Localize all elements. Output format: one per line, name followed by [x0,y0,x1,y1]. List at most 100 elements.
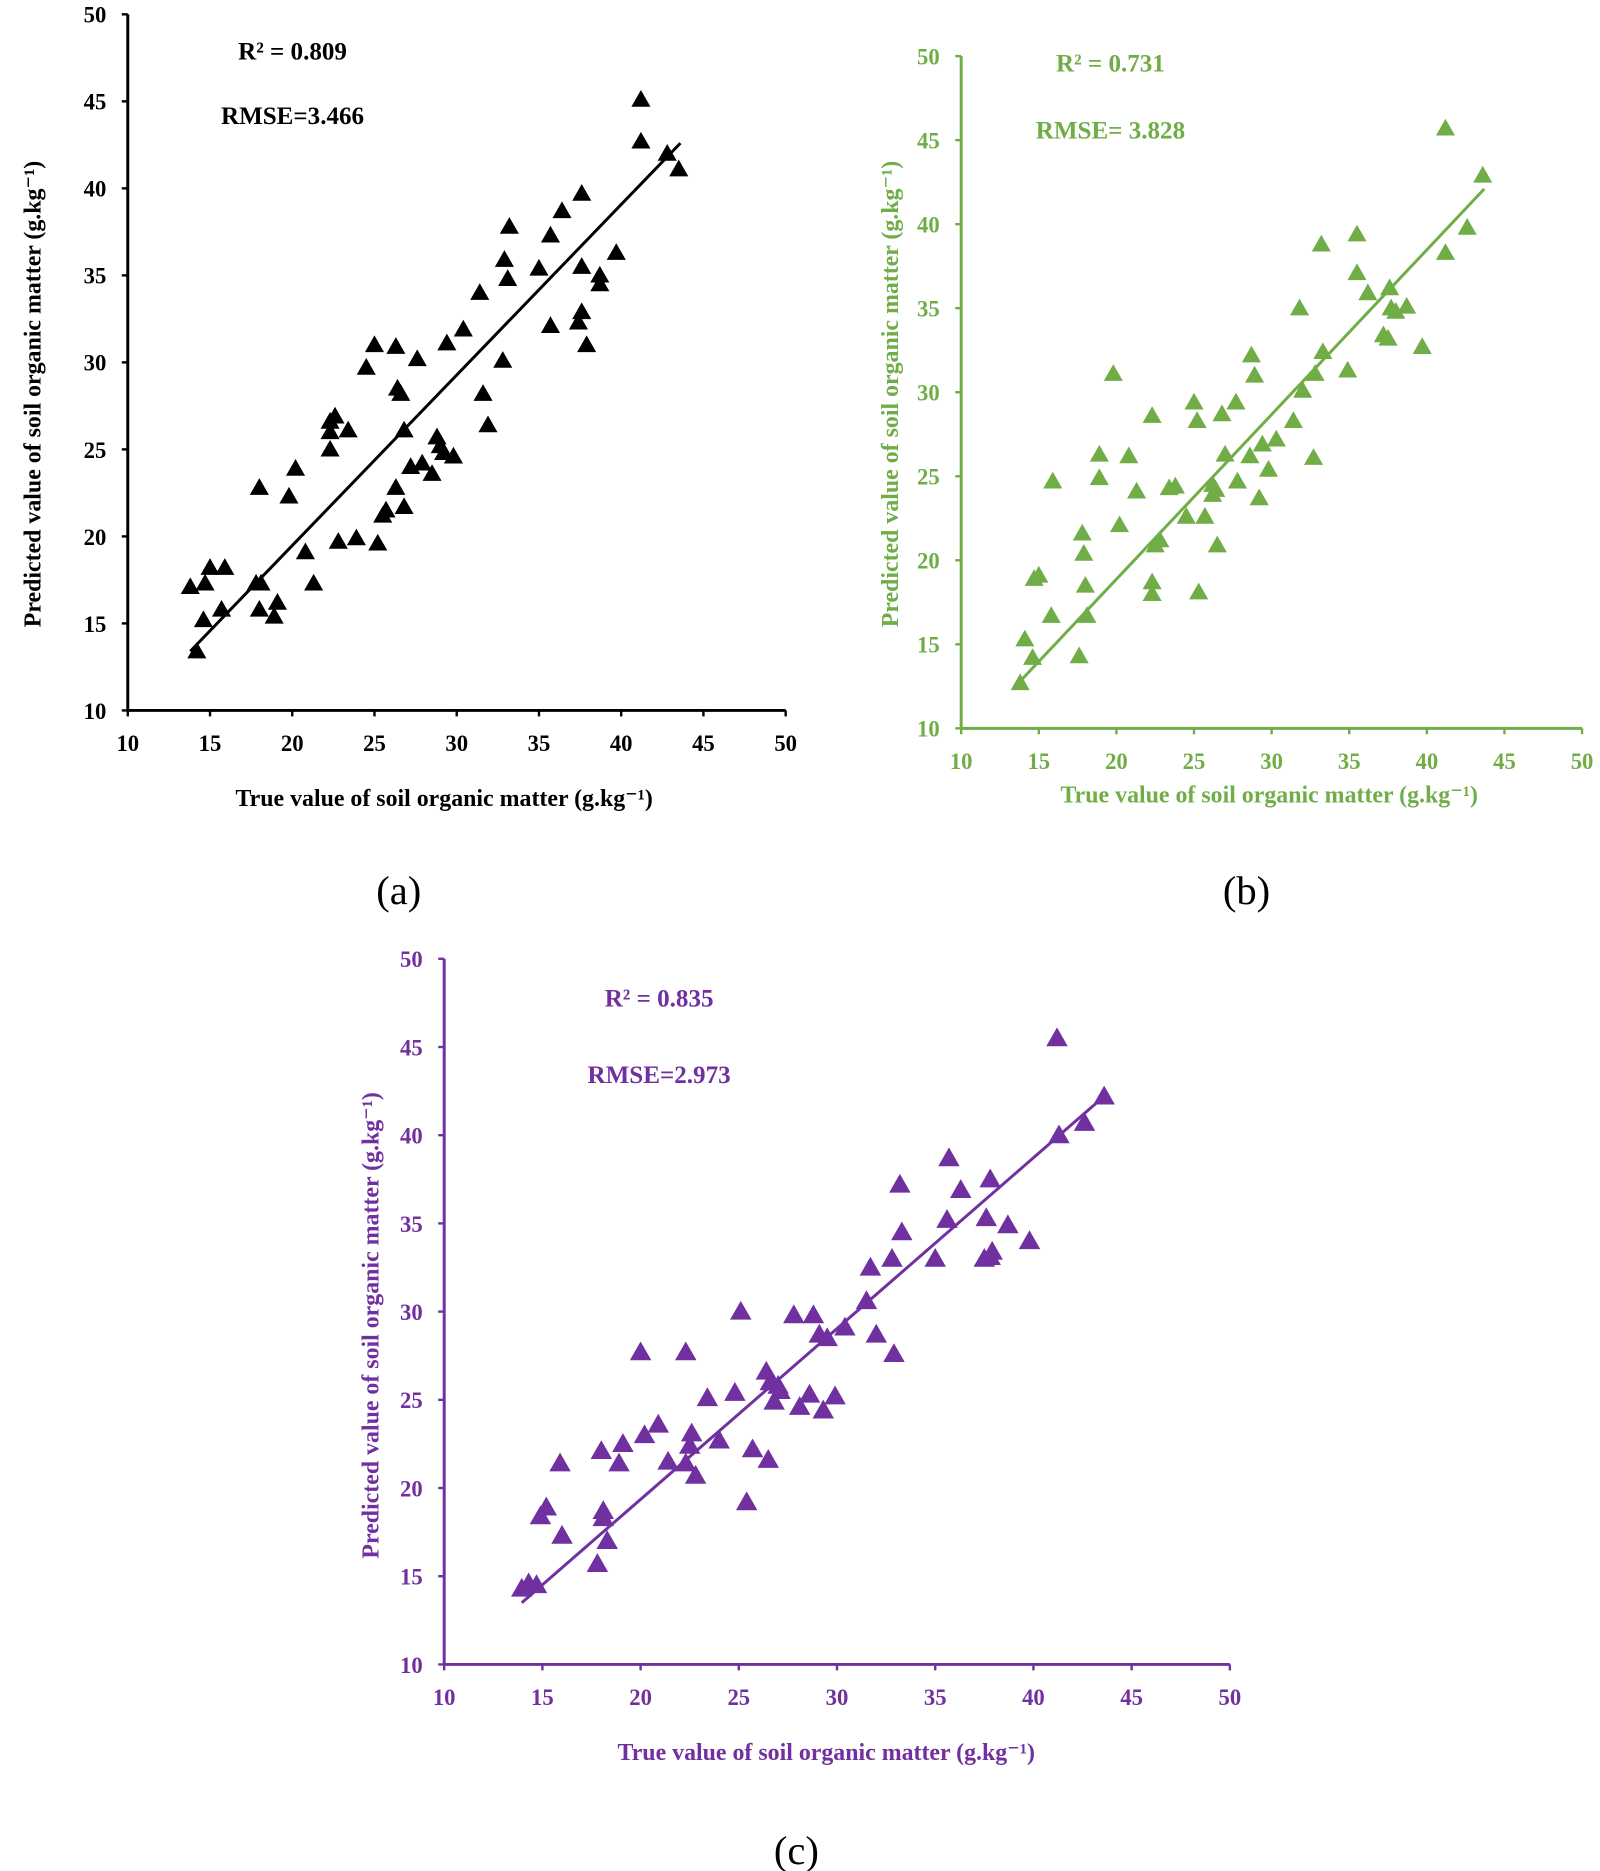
data-point-triangle [1226,392,1246,410]
data-point-triangle [443,446,463,464]
data-point-triangle [394,497,414,514]
data-point-triangle [1249,488,1269,506]
data-point-triangle [1245,365,1265,383]
y-tick-label: 20 [84,525,107,550]
r-squared-annotation: R² = 0.809 [238,39,347,66]
data-point-triangle [1176,507,1196,524]
y-tick-label: 35 [917,297,940,322]
data-point-triangle [279,486,299,504]
data-point-triangle [924,1247,946,1267]
data-point-triangle [812,1399,835,1419]
data-point-triangle [478,415,498,433]
data-point-triangle [493,351,513,368]
data-point-triangle [572,302,592,320]
y-tick-label: 40 [84,177,107,202]
data-point-triangle [1073,1112,1096,1131]
data-point-triangle [979,1168,1001,1188]
data-point-triangle [368,533,388,551]
x-tick-label: 35 [924,1685,947,1710]
data-point-triangle [470,283,490,300]
data-point-triangle [1089,444,1109,462]
data-point-triangle [769,1380,791,1400]
data-point-triangle [647,1413,670,1433]
data-point-triangle [1195,507,1215,524]
data-point-triangle [1184,392,1204,410]
y-tick-label: 35 [84,264,107,289]
data-point-triangle [1029,565,1049,583]
data-point-triangle [386,337,406,354]
data-point-triangle [1347,263,1367,281]
x-tick-label: 40 [610,731,633,756]
data-point-triangle [669,159,689,177]
y-tick-label: 45 [400,1035,423,1060]
data-point-triangle [572,257,592,274]
data-point-triangle [1240,446,1260,464]
data-point-triangle [675,1341,697,1361]
data-point-triangle [936,1209,958,1228]
data-point-triangle [631,131,651,149]
data-point-triangle [608,1452,630,1472]
data-point-triangle [1290,298,1310,316]
data-point-triangle [1313,342,1333,360]
data-point-triangle [1435,118,1456,136]
data-point-triangle [376,500,396,518]
data-point-triangle [1412,337,1432,355]
data-point-triangle [586,1553,609,1572]
data-point-triangle [1041,606,1061,623]
data-point-triangle [535,1496,558,1516]
data-point-triangle [494,250,514,267]
data-point-triangle [572,184,592,201]
x-tick-label: 40 [1416,749,1439,774]
data-point-triangle [657,143,677,161]
data-point-triangle [1293,380,1313,398]
data-point-triangle [596,1530,618,1550]
data-point-triangle [657,1450,679,1470]
x-tick-label: 10 [116,731,139,756]
y-tick-label: 15 [917,633,940,658]
data-point-triangle [577,335,597,353]
data-point-triangle [855,1290,878,1310]
x-tick-label: 50 [774,731,797,756]
x-tick-label: 30 [1260,749,1283,774]
data-point-triangle [757,1449,780,1468]
rmse-annotation: RMSE=3.466 [221,103,364,130]
y-tick-label: 50 [400,947,423,972]
data-point-triangle [1189,582,1209,600]
data-point-triangle [1150,530,1170,548]
data-point-triangle [975,1207,998,1227]
y-axis-title: Predicted value of soil organic matter (… [21,161,47,627]
y-tick-label: 45 [84,90,107,115]
data-point-triangle [394,420,414,438]
data-point-triangle [590,265,610,283]
data-point-triangle [1207,535,1227,553]
data-point-triangle [540,316,561,333]
data-point-triangle [629,1341,652,1361]
data-point-triangle [1283,411,1303,428]
data-point-triangle [386,478,406,495]
panel-label: (b) [1223,868,1270,913]
data-point-triangle [568,312,588,330]
data-point-triangle [981,1240,1003,1260]
data-point-triangle [865,1323,888,1343]
data-point-triangle [1093,1085,1115,1105]
data-point-triangle [997,1214,1019,1234]
data-point-triangle [180,577,200,595]
data-point-triangle [592,1507,615,1527]
x-tick-label: 25 [1183,749,1206,774]
data-point-triangle [552,201,572,219]
x-tick-label: 20 [629,1685,652,1710]
data-point-triangle [883,1343,905,1363]
data-point-triangle [540,225,561,243]
data-point-triangle [1386,302,1406,319]
x-axis-title: True value of soil organic matter (g.kg⁻… [235,786,652,812]
data-point-triangle [816,1327,838,1347]
data-point-triangle [891,1221,913,1241]
y-tick-label: 30 [917,381,940,406]
data-point-triangle [1266,429,1286,447]
rmse-annotation: RMSE=2.973 [588,1062,731,1089]
x-tick-label: 45 [1493,749,1516,774]
x-tick-label: 50 [1571,749,1594,774]
regression-line [1019,187,1486,683]
data-point-triangle [1358,283,1378,301]
